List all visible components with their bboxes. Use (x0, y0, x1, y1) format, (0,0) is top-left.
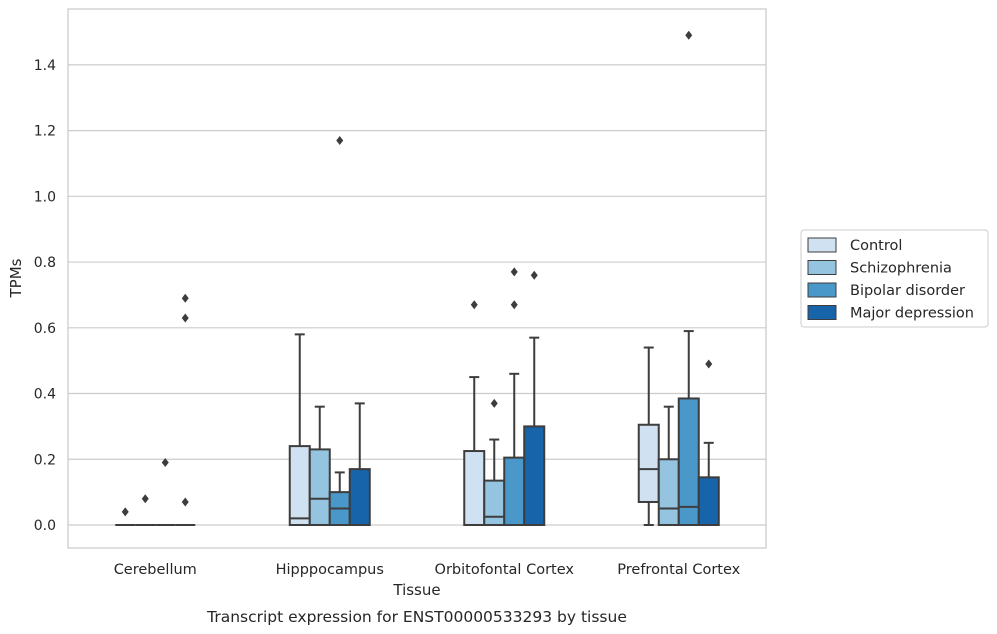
legend-label: Control (850, 238, 902, 254)
box-iqr (503, 456, 526, 526)
box-iqr (657, 458, 680, 526)
x-tick-label: Hipppocampus (276, 562, 384, 578)
box-major-depression (523, 270, 546, 526)
outlier-point (685, 30, 693, 40)
box-iqr (463, 450, 486, 526)
outlier-point (470, 300, 478, 310)
box-iqr (637, 423, 660, 503)
box-iqr (288, 445, 311, 526)
legend-label: Bipolar disorder (850, 283, 965, 299)
box-control (288, 333, 311, 526)
y-tick-label: 0.8 (34, 255, 56, 271)
box-major-depression (697, 359, 720, 526)
box-major-depression (348, 402, 371, 526)
box-major-depression (175, 293, 196, 526)
box-bipolar-disorder (155, 458, 176, 526)
outlier-point (510, 300, 518, 310)
gridlines (68, 64, 766, 526)
y-axis-ticks: 0.0 0.2 0.4 0.6 0.8 1.0 1.2 1.4 (34, 58, 56, 534)
y-tick-label: 1.4 (34, 58, 56, 74)
outlier-point (181, 293, 189, 303)
outlier-point (530, 270, 538, 280)
y-tick-label: 1.0 (34, 189, 56, 205)
legend-label: Schizophrenia (850, 261, 952, 277)
outlier-point (161, 458, 169, 468)
x-axis-ticks: Cerebellum Hipppocampus Orbitofontal Corte… (114, 562, 741, 578)
y-tick-label: 0.6 (34, 321, 56, 337)
x-tick-label: Cerebellum (114, 562, 197, 578)
outlier-point (336, 135, 344, 145)
y-tick-label: 0.0 (34, 518, 56, 534)
box-iqr (483, 479, 506, 526)
box-bipolar-disorder (328, 135, 351, 526)
y-tick-label: 0.4 (34, 387, 56, 403)
box-iqr (697, 476, 720, 526)
box-schizophrenia (657, 405, 680, 526)
outlier-point (141, 494, 149, 504)
outlier-point (510, 267, 518, 277)
legend-swatch (807, 282, 837, 298)
chart-caption: Transcript expression for ENST0000053329… (206, 608, 627, 626)
outlier-point (705, 359, 713, 369)
outlier-point (490, 398, 498, 408)
x-tick-label: Prefrontal Cortex (617, 562, 740, 578)
y-tick-label: 0.2 (34, 452, 56, 468)
legend-label: Major depression (850, 306, 974, 322)
box-iqr (348, 468, 371, 526)
box-schizophrenia (483, 398, 506, 526)
box-bipolar-disorder (503, 267, 526, 526)
y-tick-label: 1.2 (34, 124, 56, 140)
plot-area (115, 30, 720, 526)
x-axis-label: Tissue (392, 581, 440, 599)
x-tick-label: Orbitofontal Cortex (435, 562, 575, 578)
box-control (115, 507, 136, 526)
legend-swatch (807, 305, 837, 320)
legend-swatch (807, 260, 837, 275)
outlier-point (121, 507, 129, 517)
box-bipolar-disorder (677, 30, 700, 526)
legend-frame (800, 229, 989, 328)
legend-swatch (807, 237, 837, 253)
box-iqr (677, 397, 700, 526)
box-schizophrenia (308, 405, 331, 526)
outlier-point (181, 313, 189, 323)
box-iqr (523, 425, 546, 526)
box-schizophrenia (135, 494, 156, 526)
y-axis-label: TPMs (7, 258, 25, 298)
outlier-point (181, 497, 189, 507)
box-control (637, 346, 660, 526)
legend: Control Schizophrenia Bipolar disorder Majo… (800, 229, 989, 328)
plot-frame (67, 8, 767, 549)
box-control (463, 300, 486, 526)
box-iqr (308, 448, 331, 526)
